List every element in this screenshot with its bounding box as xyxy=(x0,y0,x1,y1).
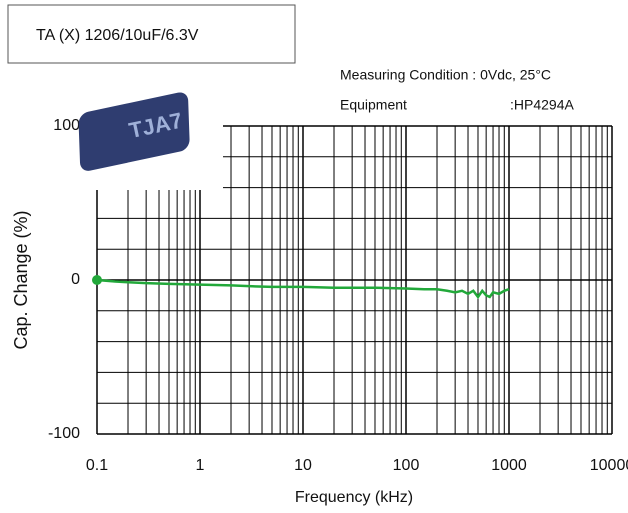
data-line xyxy=(96,278,510,300)
x-tick-label: 1 xyxy=(196,457,205,474)
x-tick-label: 10000 xyxy=(590,457,628,474)
y-axis-label: Cap. Change (%) xyxy=(11,210,31,349)
x-tick-label: 0.1 xyxy=(86,457,108,474)
annotation: Measuring Condition : 0Vdc, 25°C xyxy=(340,67,551,83)
capacitor xyxy=(78,92,190,171)
x-tick-label: 1000 xyxy=(491,457,527,474)
photo: TJA7 xyxy=(78,82,223,190)
title-box xyxy=(7,4,296,64)
x-axis-label: Frequency (kHz) xyxy=(295,489,413,506)
x-tick-label: 10 xyxy=(294,457,312,474)
annotation: Equipment xyxy=(340,97,407,113)
y-tick-label: 100 xyxy=(53,117,80,134)
start-marker xyxy=(92,275,102,285)
y-tick-label: 0 xyxy=(71,271,80,288)
chart-title: TA (X) 1206/10uF/6.3V xyxy=(36,27,199,44)
y-tick-label: -100 xyxy=(48,425,80,442)
x-tick-label: 100 xyxy=(393,457,420,474)
annotation: :HP4294A xyxy=(510,97,574,113)
grid xyxy=(96,125,613,435)
